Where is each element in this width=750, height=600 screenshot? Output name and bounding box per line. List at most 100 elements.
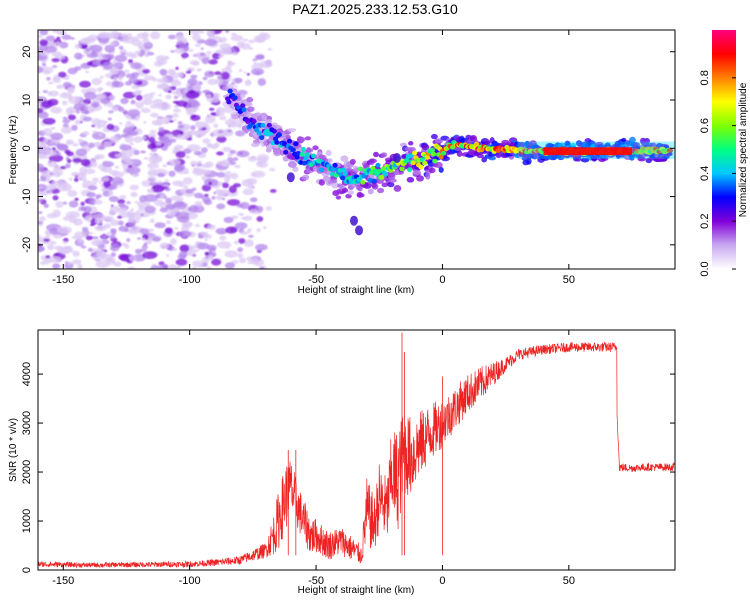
spectral-speckle bbox=[156, 116, 172, 125]
spectral-speckle bbox=[139, 228, 150, 235]
isolated-blob bbox=[286, 172, 295, 183]
x-tick-label: 50 bbox=[563, 575, 575, 587]
ridge-halo bbox=[406, 176, 415, 183]
spectral-speckle bbox=[219, 47, 232, 55]
spectral-speckle bbox=[94, 217, 103, 224]
spectral-speckle bbox=[44, 70, 50, 75]
spectral-speckle bbox=[215, 227, 228, 235]
spectral-speckle bbox=[141, 99, 154, 106]
spectral-speckle bbox=[193, 130, 206, 138]
spectral-speckle bbox=[194, 201, 203, 207]
spectral-speckle bbox=[150, 103, 160, 109]
spectral-speckle bbox=[97, 31, 111, 39]
ridge-halo bbox=[438, 166, 444, 173]
spectral-speckle bbox=[62, 201, 68, 205]
spectral-speckle bbox=[235, 130, 246, 137]
spectral-speckle bbox=[148, 188, 154, 192]
spectral-speckle bbox=[87, 185, 98, 191]
spectral-speckle bbox=[43, 155, 49, 159]
spectral-speckle bbox=[170, 195, 180, 201]
spectral-speckle bbox=[202, 196, 211, 204]
spectral-speckle bbox=[236, 150, 250, 158]
spectral-speckle bbox=[84, 168, 96, 175]
spectral-speckle bbox=[192, 33, 201, 42]
spectral-speckle bbox=[269, 189, 277, 193]
ridge-core bbox=[419, 157, 425, 163]
spectral-speckle bbox=[47, 98, 59, 106]
spectral-speckle bbox=[84, 70, 90, 74]
spectral-speckle bbox=[51, 57, 60, 63]
spectral-speckle bbox=[50, 240, 57, 245]
spectral-speckle bbox=[80, 109, 89, 114]
ridge-halo bbox=[226, 83, 234, 89]
spectral-speckle bbox=[217, 129, 224, 134]
spectral-speckle bbox=[77, 264, 83, 269]
spectral-speckle bbox=[104, 120, 108, 124]
spectral-speckle bbox=[231, 215, 239, 220]
x-tick-label: -100 bbox=[179, 274, 201, 286]
isolated-blob bbox=[349, 215, 358, 226]
spectral-speckle bbox=[66, 261, 72, 266]
ridge-halo bbox=[273, 150, 282, 157]
spectral-speckle bbox=[117, 106, 125, 112]
spectral-speckle bbox=[241, 231, 248, 235]
spectral-speckle bbox=[133, 149, 140, 156]
spectral-speckle bbox=[233, 240, 239, 245]
spectral-speckle bbox=[106, 123, 115, 131]
spectral-speckle bbox=[212, 250, 216, 254]
spectral-speckle bbox=[141, 244, 148, 250]
spectral-speckle bbox=[267, 47, 273, 51]
spectral-speckle bbox=[108, 185, 115, 190]
spectral-speckle bbox=[177, 71, 185, 76]
spectral-speckle bbox=[194, 43, 201, 48]
spectral-speckle bbox=[259, 266, 265, 269]
ridge-core bbox=[342, 171, 348, 177]
spectral-speckle bbox=[170, 50, 175, 53]
spectral-speckle bbox=[101, 234, 108, 239]
ridge-halo bbox=[428, 167, 436, 174]
spectral-speckle bbox=[196, 68, 202, 72]
spectral-speckle bbox=[148, 171, 153, 175]
ridge-halo bbox=[247, 106, 255, 112]
ridge-halo bbox=[412, 170, 422, 175]
spectral-speckle bbox=[210, 112, 217, 116]
spectral-speckle bbox=[74, 52, 83, 60]
spectral-speckle bbox=[101, 188, 107, 192]
spectral-speckle bbox=[130, 62, 142, 70]
ridge-halo bbox=[367, 188, 374, 195]
spectral-speckle bbox=[180, 225, 190, 233]
colorbar-gradient bbox=[712, 30, 736, 269]
spectral-speckle bbox=[202, 138, 211, 144]
spectral-speckle bbox=[174, 48, 185, 54]
spectral-speckle bbox=[108, 170, 119, 175]
ridge-halo bbox=[481, 156, 488, 163]
ridge-core bbox=[308, 162, 314, 168]
spectral-speckle bbox=[187, 78, 198, 86]
colorbar-tick-label: 0.0 bbox=[699, 261, 711, 276]
spectral-speckle bbox=[50, 132, 64, 141]
spectral-speckle bbox=[116, 215, 123, 219]
ridge-halo bbox=[265, 119, 273, 125]
spectral-speckle bbox=[147, 176, 157, 183]
ridge-core bbox=[332, 162, 338, 168]
spectral-speckle bbox=[204, 238, 208, 242]
ridge-halo bbox=[380, 152, 388, 158]
spectral-speckle bbox=[61, 100, 68, 106]
spectral-speckle bbox=[39, 224, 43, 227]
spectral-speckle bbox=[201, 184, 212, 192]
ridge-halo bbox=[325, 149, 332, 157]
spectral-speckle bbox=[92, 177, 100, 183]
spectral-speckle bbox=[165, 220, 172, 225]
ridge-core bbox=[318, 167, 324, 173]
snr-series-group bbox=[38, 332, 675, 569]
spectral-speckle bbox=[82, 98, 92, 105]
spectral-speckle bbox=[108, 234, 115, 239]
spectral-speckle bbox=[134, 50, 142, 55]
spectral-speckle bbox=[56, 84, 64, 90]
spectral-speckle bbox=[252, 58, 258, 62]
spectral-speckle bbox=[122, 109, 128, 115]
spectral-speckle bbox=[198, 125, 203, 130]
spectral-speckle bbox=[147, 51, 155, 56]
ridge-halo bbox=[421, 144, 430, 151]
ridge-halo bbox=[373, 151, 379, 158]
